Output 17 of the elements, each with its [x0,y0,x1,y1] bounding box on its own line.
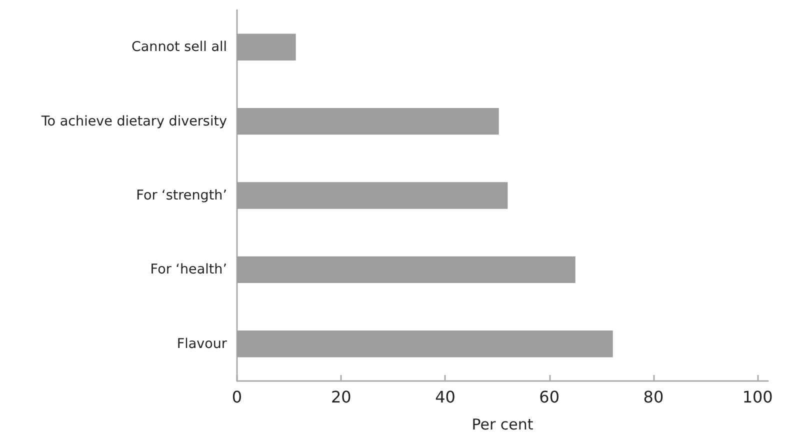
y-tick-label: For ‘health’ [150,262,227,278]
x-tick-label: 60 [539,388,560,406]
x-tick-label: 20 [330,388,352,406]
bar [237,108,499,135]
x-tick-label: 80 [643,388,664,406]
x-tick-label: 40 [435,388,456,406]
bar [237,330,613,358]
y-tick-label: To achieve dietary diversity [40,113,228,130]
y-tick-label: Flavour [176,336,228,352]
x-tick-label: 0 [232,388,242,406]
y-tick-label: For ‘strength’ [136,188,227,204]
y-tick-label: Cannot sell all [131,39,227,56]
x-tick-label: 100 [742,388,773,406]
x-axis-title: Per cent [472,416,534,434]
bar [237,182,508,209]
bar [237,34,296,60]
bar [237,256,576,284]
